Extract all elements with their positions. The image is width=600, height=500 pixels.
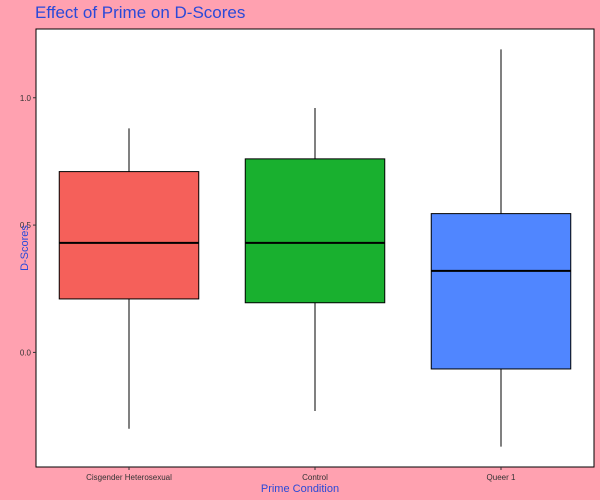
x-axis-label: Prime Condition	[260, 483, 340, 495]
y-tick-label: 0.5	[20, 221, 32, 230]
x-tick-label: Cisgender Heterosexual	[86, 473, 172, 482]
box-group	[430, 49, 572, 447]
box-iqr	[58, 171, 200, 300]
box-group	[244, 107, 386, 411]
box-group	[58, 128, 200, 429]
y-tick-label: 1.0	[20, 94, 32, 103]
x-tick-label: Queer 1	[487, 473, 516, 482]
x-tick-label: Control	[302, 473, 328, 482]
box-iqr	[430, 213, 572, 370]
y-axis-label: D-Scores	[18, 225, 31, 271]
y-tick-label: 0.0	[20, 348, 32, 357]
box-iqr	[244, 158, 386, 304]
chart-title: Effect of Prime on D-Scores	[35, 3, 246, 22]
